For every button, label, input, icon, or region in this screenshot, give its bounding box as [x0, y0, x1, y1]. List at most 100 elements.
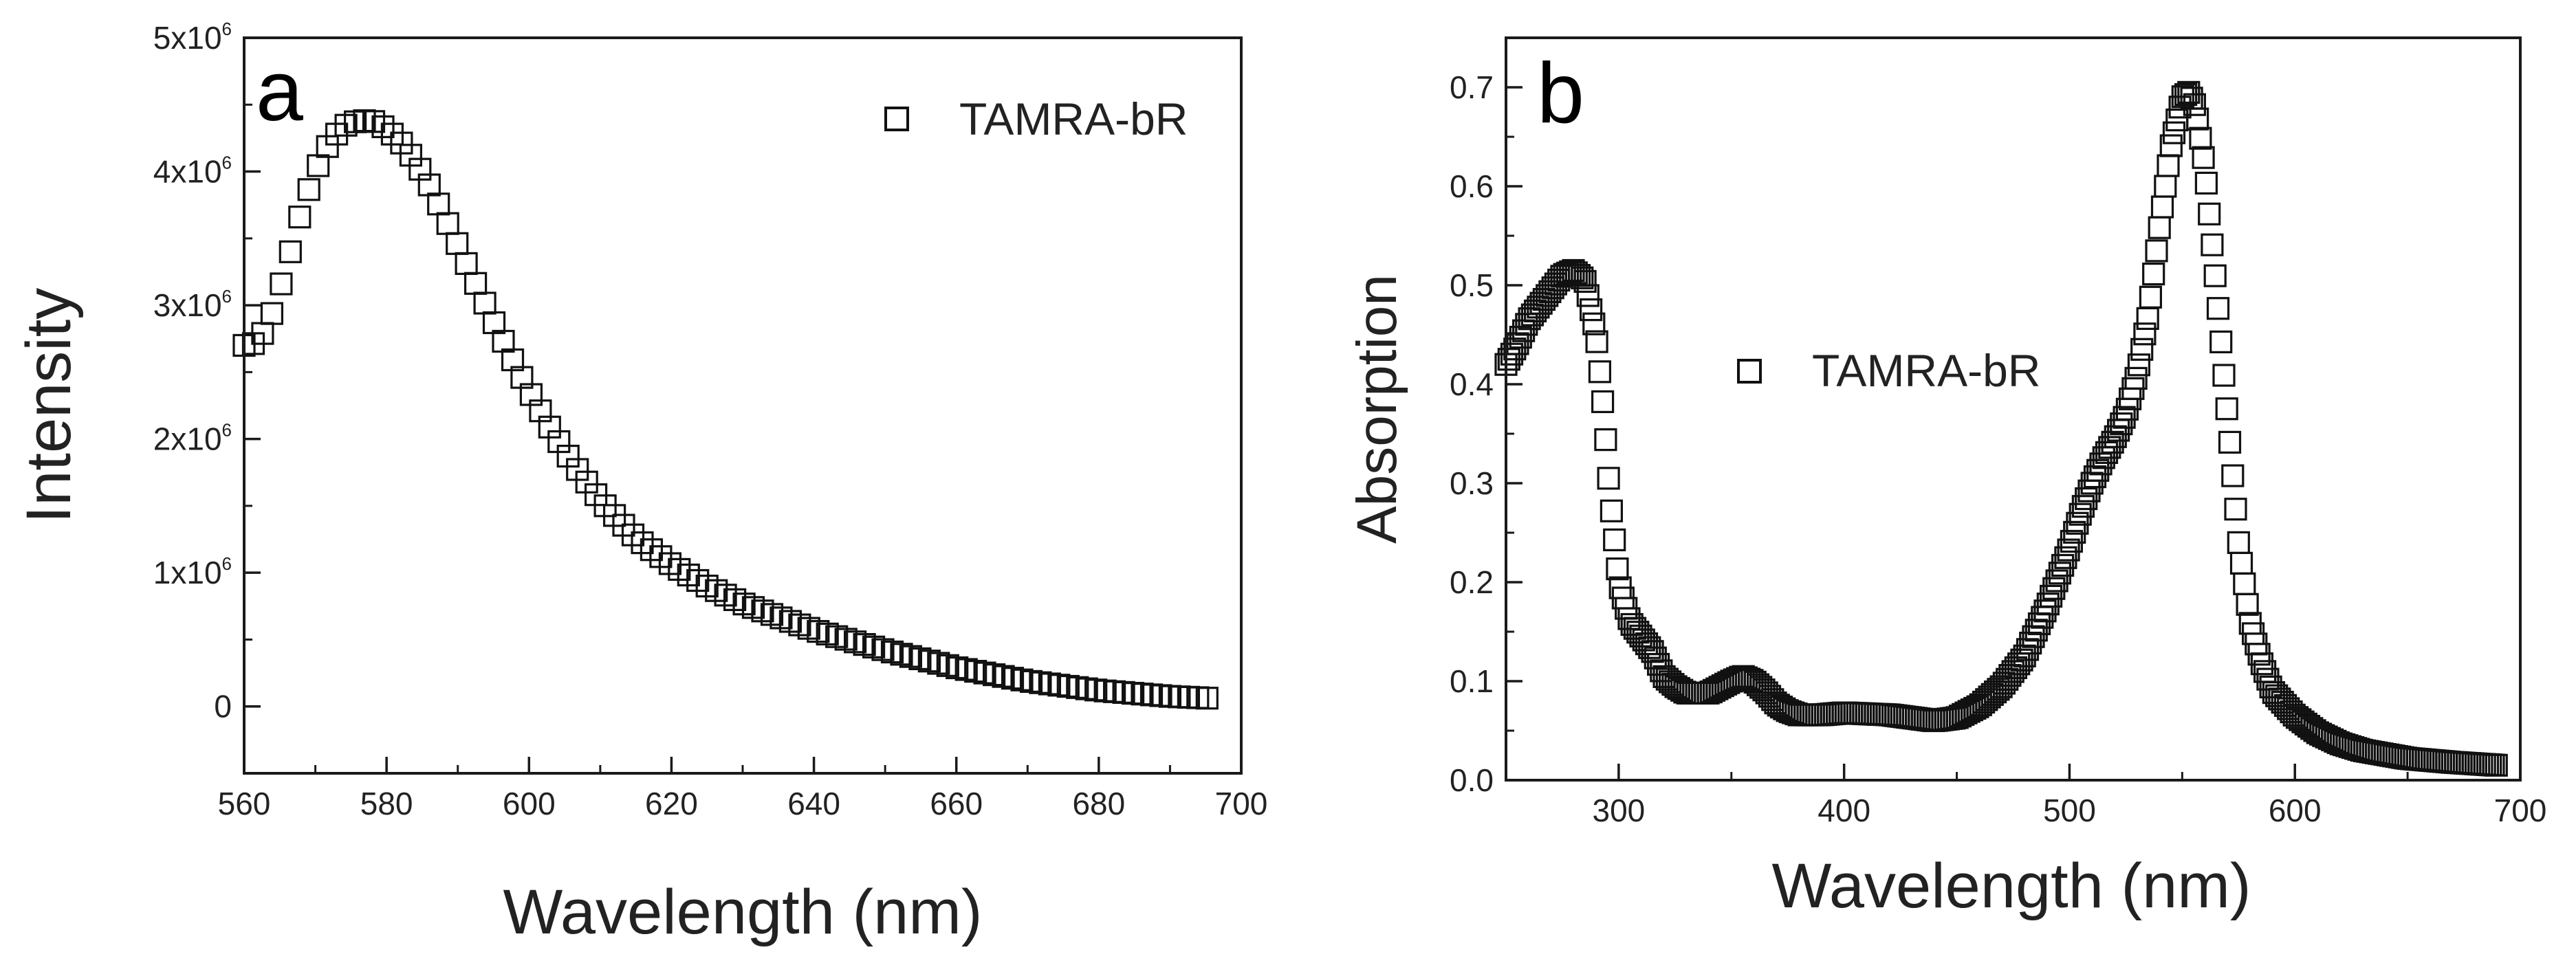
panel-b-data-point [1647, 652, 1670, 676]
panel-b-data-point [1996, 667, 2019, 691]
panel-b-data-point [2101, 430, 2124, 454]
panel-b-data-point [2224, 498, 2247, 521]
panel-a-data-point [307, 154, 330, 177]
panel-b-legend: TAMRA-bR [1737, 345, 2040, 396]
panel-b-data-point [2233, 572, 2256, 595]
panel-b-data-point [2124, 366, 2148, 390]
panel-b-data-point [2133, 322, 2157, 346]
panel-b-data-point [1541, 276, 1564, 300]
panel-b-data-point [2069, 502, 2092, 526]
panel-a-label: a [256, 44, 303, 139]
panel-b-data-point [2215, 397, 2238, 421]
panel-b-data-point [2229, 551, 2253, 575]
panel-a-x-tick-label: 680 [1072, 786, 1125, 821]
panel-b-data-point [2086, 458, 2110, 482]
panel-b-data-point [1585, 330, 1608, 353]
panel-b-data-point [2110, 412, 2133, 436]
panel-a-legend-label: TAMRA-bR [959, 93, 1188, 144]
panel-b-data-point [1597, 467, 1620, 490]
panel-a-y-tick-label: 5x106 [153, 19, 232, 56]
panel-b-data-point [2051, 553, 2075, 577]
panel-b-data-point [1603, 528, 1626, 552]
panel-a-x-tick-label: 640 [787, 786, 840, 821]
panel-b-y-axis-title: Absorption [1346, 274, 1408, 544]
panel-b-data-points [1494, 80, 2508, 777]
panel-b-data-point [2227, 531, 2250, 555]
panel-b-data-point [2013, 644, 2036, 667]
panel-b-data-point [2063, 520, 2086, 544]
panel-b-data-point [1749, 676, 1773, 699]
panel-b-data-point [2033, 599, 2057, 623]
panel-b-label: b [1537, 46, 1584, 141]
panel-a-x-tick-label: 620 [645, 786, 698, 821]
panel-b-data-point [1580, 298, 1603, 322]
panel-b-x-axis-title: Wavelength (nm) [1771, 851, 2251, 921]
panel-b-data-point [1588, 360, 1611, 384]
panel-b-plot-frame [1505, 36, 2522, 782]
panel-b-data-point [2150, 195, 2174, 219]
panel-b-data-point [1573, 269, 1597, 293]
panel-b-data-point [2048, 562, 2071, 585]
panel-a-data-point [279, 240, 302, 263]
panel-b-data-point [2042, 577, 2066, 600]
panel-b-data-point [1984, 680, 2007, 704]
panel-b-data-point [2250, 652, 2273, 676]
panel-a-data-point [936, 654, 959, 677]
panel-b-data-point [1591, 390, 1615, 414]
panel-a-data-point [1066, 676, 1089, 699]
panel-a-y-tick-label: 1x106 [153, 553, 232, 590]
panel-a-data-point [427, 192, 450, 216]
panel-b-data-point [1532, 288, 1556, 311]
panel-b-data-point [1509, 326, 1532, 349]
panel-b-y-tick-label: 0.2 [1450, 564, 1494, 600]
panel-b-data-point [2162, 121, 2186, 144]
panel-b-data-point [1644, 646, 1667, 669]
panel-b-legend-marker [1737, 359, 1762, 384]
panel-b-data-point [2075, 487, 2098, 511]
panel-b-data-point [1626, 621, 1650, 644]
panel-b-legend-label: TAMRA-bR [1812, 345, 2040, 396]
panel-b-data-point [2130, 337, 2154, 361]
panel-b-data-point [2221, 464, 2245, 487]
panel-b-data-point [1529, 291, 1553, 315]
panel-b-data-point [2113, 406, 2136, 429]
panel-a-y-tick-label: 3x106 [153, 286, 232, 323]
panel-a-data-point [270, 272, 293, 296]
panel-b-data-point [2145, 239, 2168, 263]
panel-a-y-tick-label: 2x106 [153, 420, 232, 457]
panel-b-x-tick-label: 500 [2043, 793, 2096, 828]
panel-b-data-point [2066, 511, 2089, 535]
panel-b-data-point [1503, 337, 1527, 361]
panel-b-data-point [2256, 667, 2280, 691]
panel-b-data-point [1992, 672, 2016, 695]
panel-b-data-point [2171, 85, 2194, 109]
panel-b-y-tick-label: 0.0 [1450, 762, 1494, 798]
panel-b-data-point [2007, 652, 2031, 676]
panel-b-data-point [2485, 753, 2508, 777]
panel-a-data-point [446, 232, 469, 255]
panel-b-y-tick-label: 0.4 [1450, 366, 1494, 402]
panel-b-data-point [2148, 216, 2171, 239]
panel-b-axis-ticks: 300 400 500 600 700 0.0 0.1 0.2 0.3 0.4 0.5 0.6 0.7 [1450, 36, 2546, 828]
panel-a-data-point [436, 212, 459, 235]
panel-b-data-point [1746, 673, 1770, 696]
panel-a-data-point [297, 178, 320, 201]
panel-b-data-point [1524, 299, 1547, 322]
panel-b-data-point [2022, 625, 2045, 648]
panel-b-absorption-chart: 300 400 500 600 7000.00.10.20.30.40.50.60.7 … [1346, 36, 2546, 921]
panel-b-data-point [1527, 296, 1550, 319]
panel-a-x-tick-label: 700 [1215, 786, 1268, 821]
panel-b-data-point [1629, 624, 1652, 648]
panel-a-intensity-chart: 560 580 600 620 640 660 680 700 0 1x106 2x106 3x106… [14, 19, 1267, 947]
panel-b-data-point [2186, 107, 2209, 131]
panel-b-data-point [2189, 126, 2212, 150]
panel-b-data-point [2016, 638, 2040, 661]
panel-a-data-point [529, 399, 552, 423]
panel-b-y-tick-label: 0.6 [1450, 168, 1494, 204]
panel-b-data-point [1632, 628, 1655, 652]
panel-b-data-point [2036, 593, 2060, 616]
panel-b-data-point [2057, 538, 2080, 562]
panel-b-data-point [2127, 353, 2150, 377]
panel-a-legend-marker [884, 107, 909, 131]
